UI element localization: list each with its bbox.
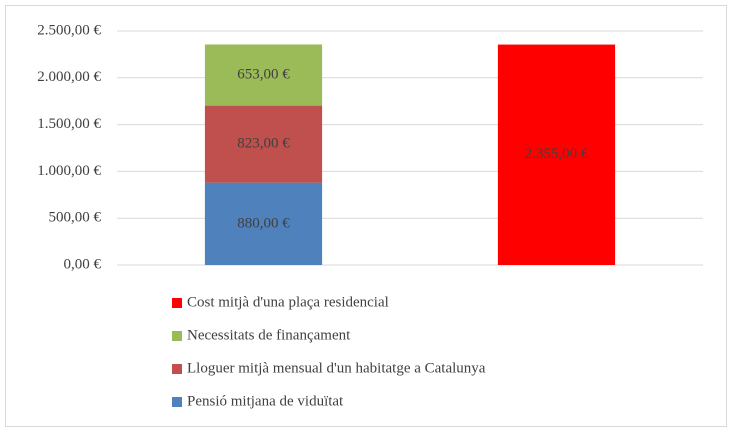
legend-label: Cost mitjà d'una plaça residencial [187,294,389,310]
y-tick-label: 1.500,00 € [37,116,101,132]
value-label: 2.355,00 € [525,146,589,162]
bar-segment [204,44,323,106]
legend-swatch [172,364,182,374]
bar-segment [204,105,323,183]
bar-segment [204,182,323,265]
bar-segment [497,44,616,266]
legend-label: Lloguer mitjà mensual d'un habitatge a C… [187,360,486,376]
legend-swatch [172,397,182,407]
legend-swatch [172,331,182,341]
y-tick-label: 1.000,00 € [37,163,101,179]
y-tick-label: 0,00 € [64,256,102,272]
legend-label: Pensió mitjana de viduïtat [187,393,344,409]
value-label: 653,00 € [237,66,290,82]
legend-swatch [172,298,182,308]
y-tick-label: 2.000,00 € [37,69,101,85]
y-tick-label: 500,00 € [49,210,102,226]
value-label: 823,00 € [237,136,290,152]
value-label: 880,00 € [237,215,290,231]
legend-label: Necessitats de finançament [187,327,351,343]
y-tick-label: 2.500,00 € [37,22,101,38]
